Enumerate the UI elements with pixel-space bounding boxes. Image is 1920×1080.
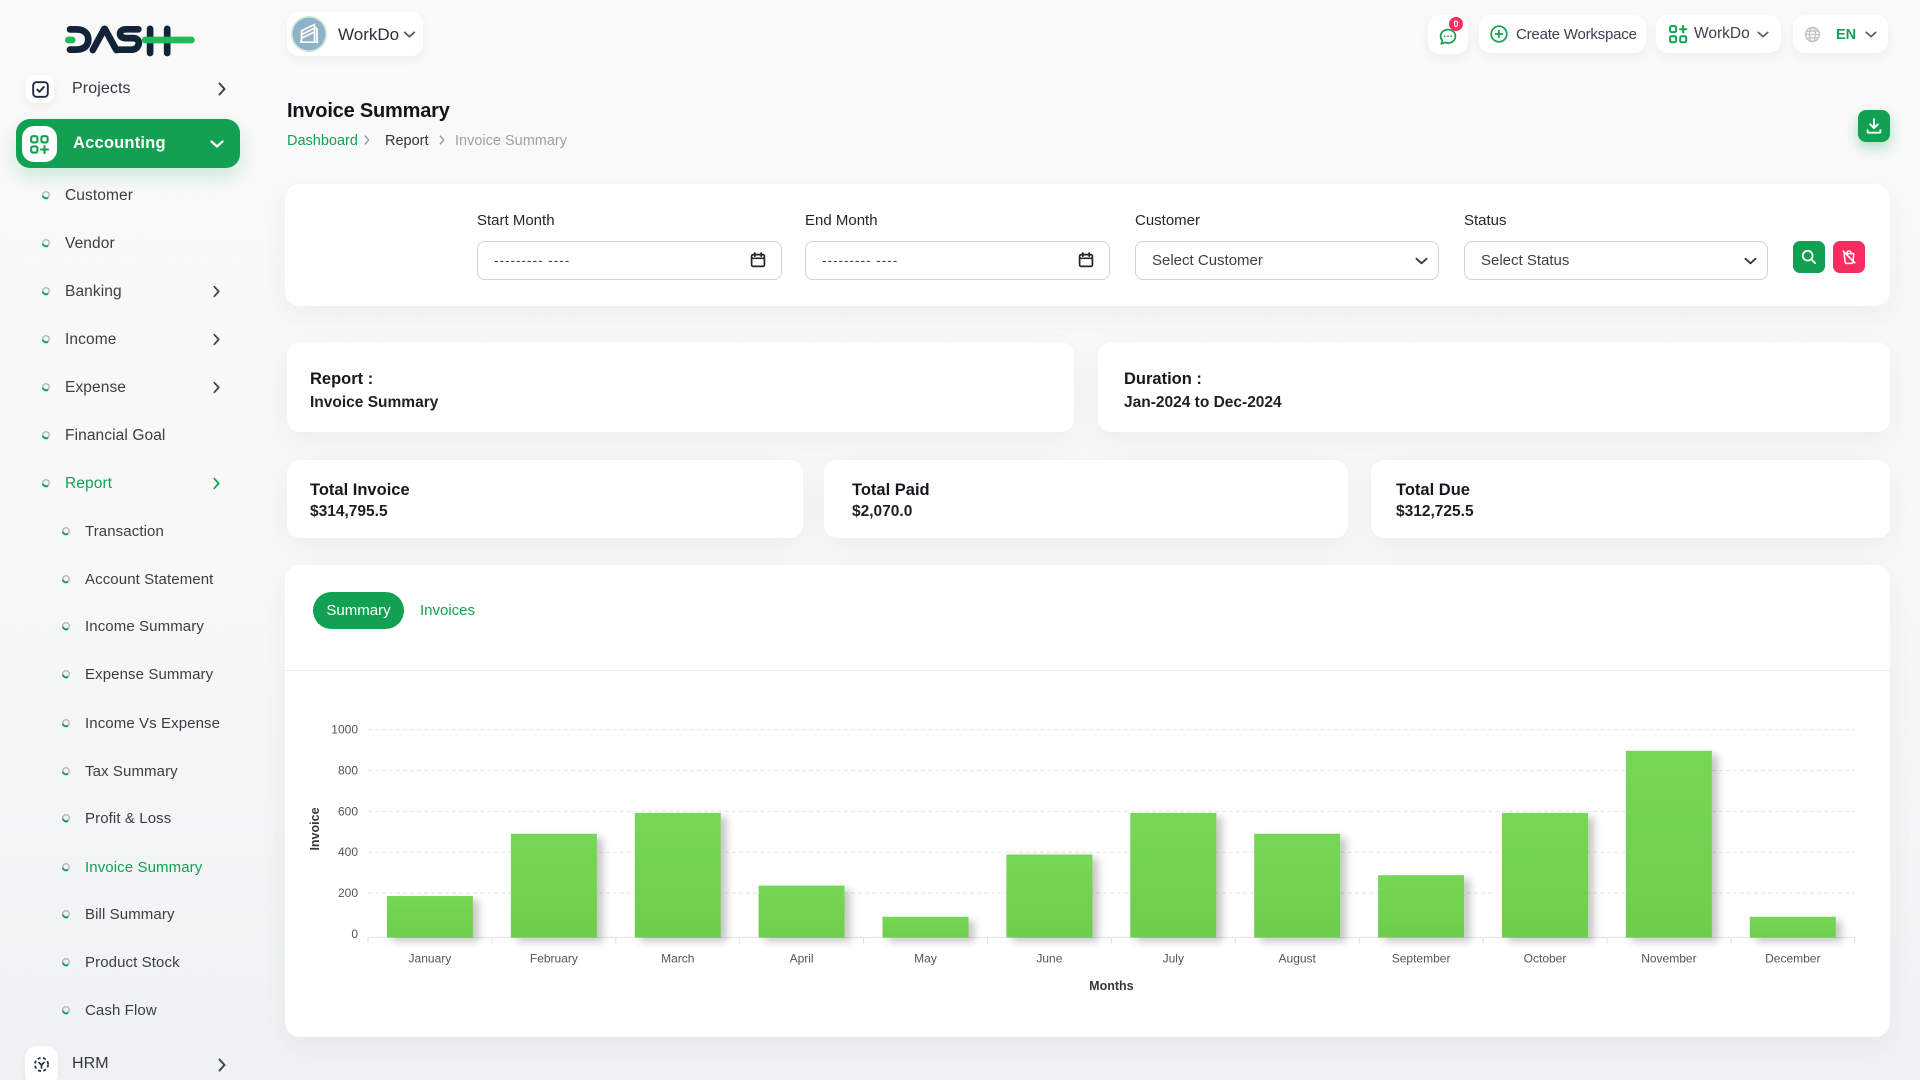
svg-text:October: October <box>1524 952 1567 966</box>
svg-text:July: July <box>1163 952 1184 966</box>
svg-text:November: November <box>1641 952 1696 966</box>
svg-text:June: June <box>1036 952 1062 966</box>
svg-text:August: August <box>1279 952 1317 966</box>
svg-text:December: December <box>1765 952 1820 966</box>
svg-text:May: May <box>914 952 937 966</box>
svg-text:200: 200 <box>338 886 358 900</box>
svg-text:February: February <box>530 952 578 966</box>
svg-text:0: 0 <box>351 927 358 941</box>
svg-text:800: 800 <box>338 764 358 778</box>
svg-text:March: March <box>661 952 694 966</box>
svg-text:Months: Months <box>1089 979 1133 993</box>
svg-text:400: 400 <box>338 845 358 859</box>
svg-text:Invoice: Invoice <box>308 807 322 850</box>
svg-text:600: 600 <box>338 804 358 818</box>
svg-text:January: January <box>409 952 452 966</box>
svg-text:1000: 1000 <box>331 723 358 737</box>
svg-text:September: September <box>1392 952 1451 966</box>
svg-text:April: April <box>790 952 814 966</box>
